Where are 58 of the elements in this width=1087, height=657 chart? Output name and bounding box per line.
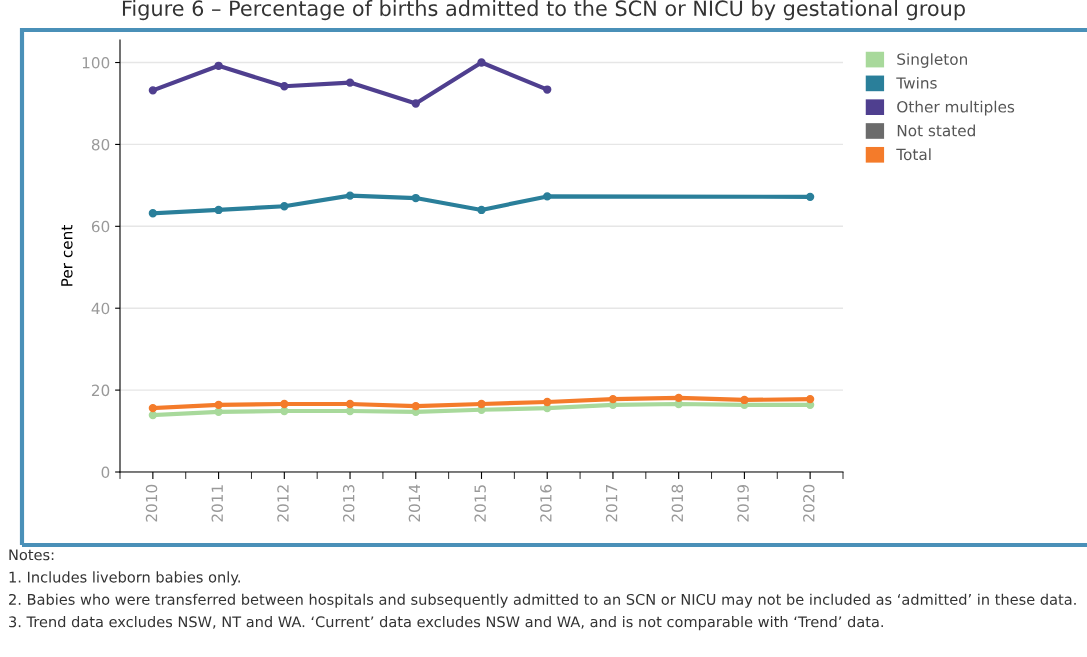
y-axis-title: Per cent bbox=[61, 225, 73, 286]
x-tick-label: 2015 bbox=[474, 485, 486, 522]
point bbox=[214, 400, 223, 410]
point bbox=[805, 192, 815, 201]
legend-label: Singleton bbox=[897, 53, 967, 68]
point bbox=[345, 399, 355, 409]
point bbox=[674, 393, 683, 403]
point bbox=[280, 399, 289, 409]
point bbox=[148, 86, 158, 95]
point bbox=[214, 205, 223, 215]
y-tick-label: 60 bbox=[91, 220, 110, 233]
point bbox=[543, 85, 552, 94]
point bbox=[280, 202, 289, 211]
point bbox=[477, 205, 486, 215]
point bbox=[477, 399, 486, 409]
legend-label: Not stated bbox=[897, 124, 975, 137]
point bbox=[543, 397, 552, 407]
text: Notes: bbox=[9, 549, 54, 561]
point bbox=[214, 61, 223, 70]
point bbox=[148, 403, 158, 413]
point bbox=[477, 58, 486, 67]
y-tick-label: 100 bbox=[82, 56, 110, 69]
point bbox=[543, 192, 552, 201]
y-tick-label: 0 bbox=[101, 466, 110, 479]
point bbox=[608, 394, 618, 404]
x-tick-label: 2018 bbox=[671, 484, 684, 522]
x-tick-label: 2011 bbox=[211, 485, 224, 522]
point bbox=[411, 99, 420, 108]
x-tick-label: 2017 bbox=[605, 485, 618, 522]
point bbox=[280, 82, 289, 91]
y-tick-label: 20 bbox=[91, 384, 110, 397]
point bbox=[345, 406, 355, 416]
legend-label: Total bbox=[896, 148, 931, 161]
chart-title: Figure 6 – Percentage of births admitted to the SCN or NICU by gestational group bbox=[122, 0, 965, 21]
x-tick-label: 2020 bbox=[803, 484, 815, 522]
text: 1. Includes liveborn babies only. bbox=[9, 571, 240, 586]
x-tick-label: 2012 bbox=[277, 485, 289, 522]
text: 3. Trend data excludes NSW, NT and WA. ‘Current’ data excludes NSW and WA, and is not comparable with ‘Trend’ data. bbox=[9, 616, 883, 631]
point bbox=[148, 410, 158, 420]
point bbox=[214, 407, 223, 416]
legend-label: Other multiples bbox=[897, 100, 1015, 116]
point bbox=[411, 401, 420, 411]
x-tick-label: 2013 bbox=[342, 485, 355, 522]
point bbox=[280, 406, 289, 416]
y-tick-label: 80 bbox=[91, 138, 110, 151]
point bbox=[345, 191, 355, 200]
x-tick-label: 2016 bbox=[540, 484, 552, 522]
point bbox=[411, 193, 420, 203]
legend-label: Twins bbox=[896, 76, 937, 89]
x-tick-label: 2014 bbox=[408, 484, 421, 522]
text: 2. Babies who were transferred between hospitals and subsequently admitted to an SCN or NICU may not be included as ‘admitted’ in these data. bbox=[9, 593, 1076, 608]
point bbox=[345, 78, 355, 87]
point bbox=[740, 395, 749, 405]
point bbox=[148, 209, 158, 218]
y-tick-label: 40 bbox=[91, 302, 110, 315]
point bbox=[805, 394, 815, 404]
x-tick-label: 2019 bbox=[737, 484, 749, 522]
x-tick-label: 2010 bbox=[145, 484, 158, 522]
